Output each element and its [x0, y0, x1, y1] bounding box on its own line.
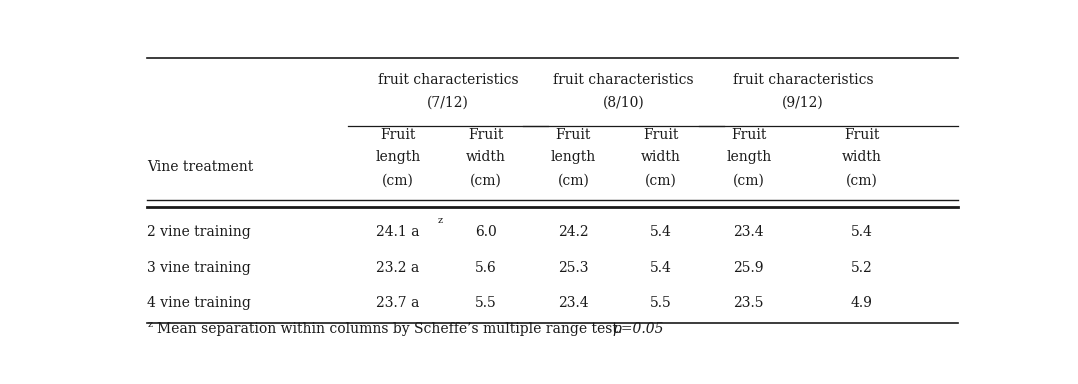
Text: Fruit: Fruit [555, 128, 591, 142]
Text: 25.3: 25.3 [558, 261, 589, 275]
Text: Fruit: Fruit [468, 128, 503, 142]
Text: length: length [551, 150, 596, 164]
Text: (cm): (cm) [557, 174, 590, 188]
Text: (cm): (cm) [470, 174, 501, 188]
Text: 5.2: 5.2 [851, 261, 872, 275]
Text: 23.5: 23.5 [733, 296, 764, 310]
Text: 5.6: 5.6 [474, 261, 497, 275]
Text: (cm): (cm) [382, 174, 414, 188]
Text: 5.4: 5.4 [650, 261, 672, 275]
Text: 5.5: 5.5 [474, 296, 497, 310]
Text: (8/10): (8/10) [603, 95, 645, 109]
Text: Fruit: Fruit [731, 128, 766, 142]
Text: fruit characteristics: fruit characteristics [553, 73, 694, 87]
Text: (cm): (cm) [645, 174, 677, 188]
Text: 23.2 a: 23.2 a [376, 261, 419, 275]
Text: 2 vine training: 2 vine training [148, 225, 251, 239]
Text: z: z [148, 320, 152, 329]
Text: Vine treatment: Vine treatment [148, 160, 253, 174]
Text: 4.9: 4.9 [851, 296, 872, 310]
Text: Fruit: Fruit [644, 128, 679, 142]
Text: Fruit: Fruit [844, 128, 880, 142]
Text: width: width [466, 150, 506, 164]
Text: length: length [727, 150, 772, 164]
Text: 24.2: 24.2 [558, 225, 589, 239]
Text: 23.4: 23.4 [558, 296, 589, 310]
Text: width: width [842, 150, 882, 164]
Text: (7/12): (7/12) [427, 95, 469, 109]
Text: (cm): (cm) [733, 174, 764, 188]
Text: 23.4: 23.4 [733, 225, 764, 239]
Text: z: z [438, 216, 443, 225]
Text: 5.4: 5.4 [851, 225, 872, 239]
Text: fruit characteristics: fruit characteristics [377, 73, 519, 87]
Text: (cm): (cm) [845, 174, 877, 188]
Text: 5.4: 5.4 [650, 225, 672, 239]
Text: 3 vine training: 3 vine training [148, 261, 251, 275]
Text: length: length [375, 150, 420, 164]
Text: 6.0: 6.0 [474, 225, 497, 239]
Text: 24.1 a: 24.1 a [376, 225, 419, 239]
Text: p=0.05: p=0.05 [612, 322, 664, 336]
Text: Mean separation within columns by Scheffe’s multiple range test.: Mean separation within columns by Scheff… [157, 322, 632, 336]
Text: 4 vine training: 4 vine training [148, 296, 251, 310]
Text: (9/12): (9/12) [783, 95, 824, 109]
Text: 25.9: 25.9 [733, 261, 764, 275]
Text: fruit characteristics: fruit characteristics [733, 73, 873, 87]
Text: 5.5: 5.5 [650, 296, 672, 310]
Text: width: width [641, 150, 681, 164]
Text: Fruit: Fruit [381, 128, 416, 142]
Text: 23.7 a: 23.7 a [376, 296, 419, 310]
